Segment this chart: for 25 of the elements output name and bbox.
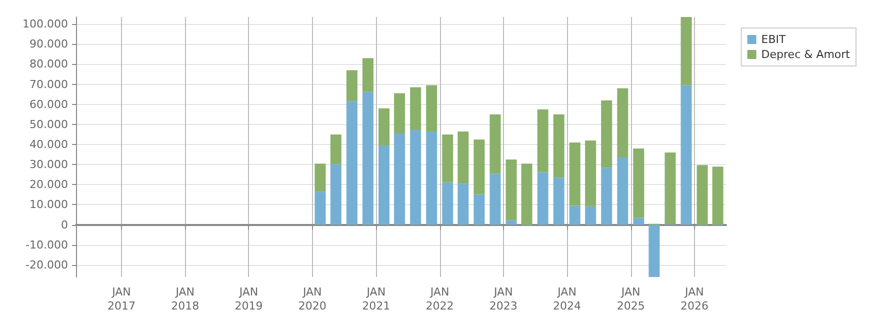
y-tick-label: 50.000: [30, 118, 68, 131]
x-tick-label: JAN 2020: [298, 286, 326, 312]
y-tick-label: -10.000: [26, 238, 68, 252]
y-tick-label: 60.000: [30, 98, 68, 111]
y-tick-label: 20.000: [30, 178, 68, 192]
y-tick-label: 30.000: [30, 158, 68, 172]
legend-label: EBIT: [761, 33, 786, 46]
y-tick-label: 10.000: [30, 198, 68, 212]
x-tick-label: JAN 2018: [171, 286, 200, 312]
y-tick-label: 100.000: [22, 18, 68, 31]
y-tick-label: 70.000: [30, 78, 68, 91]
x-tick-label: JAN 2022: [426, 286, 454, 312]
x-tick-label: JAN 2024: [553, 286, 582, 312]
y-tick-label: 80.000: [30, 58, 68, 71]
x-tick-label: JAN 2023: [489, 286, 518, 312]
x-tick-label: JAN 2026: [680, 286, 708, 312]
y-tick-label: 40.000: [30, 138, 68, 151]
x-tick-label: JAN 2017: [107, 286, 136, 312]
y-tick-label: 0: [61, 218, 68, 232]
y-tick-label: 90.000: [30, 38, 68, 51]
y-tick-label: -20.000: [26, 258, 68, 272]
x-tick-label: JAN 2021: [362, 286, 390, 312]
legend-label: Deprec & Amort: [761, 48, 851, 61]
x-tick-label: JAN 2025: [616, 286, 645, 312]
x-tick-label: JAN 2019: [234, 286, 263, 312]
